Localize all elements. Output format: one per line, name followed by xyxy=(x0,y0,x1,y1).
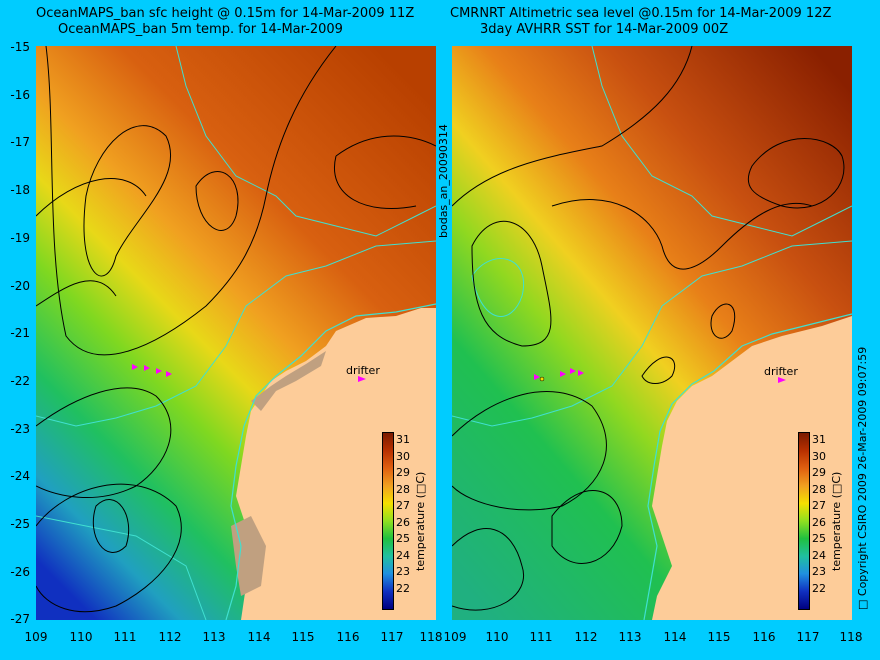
left-title-line2: OceanMAPS_ban 5m temp. for 14-Mar-2009 xyxy=(58,22,343,37)
colorbar-tick-label: 23 xyxy=(812,565,826,578)
lat-tick-label: -20 xyxy=(10,279,30,293)
colorbar-tick-label: 25 xyxy=(812,532,826,545)
lon-tick-label: 115 xyxy=(707,630,731,644)
colorbar-tick-label: 25 xyxy=(396,532,410,545)
right-colorbar xyxy=(798,432,810,610)
lon-tick-label: 112 xyxy=(158,630,182,644)
colorbar-tick-label: 29 xyxy=(812,466,826,479)
drifter-track xyxy=(132,364,366,382)
colorbar-label: temperature (□C) xyxy=(830,471,843,571)
right-map-canvas: drifter xyxy=(452,46,852,620)
colorbar-tick-label: 26 xyxy=(396,515,410,529)
right-title-line2: 3day AVHRR SST for 14-Mar-2009 00Z xyxy=(480,22,729,37)
lon-tick-label: 113 xyxy=(202,630,226,644)
lon-tick-label: 112 xyxy=(574,630,598,644)
colorbar-tick-label: 22 xyxy=(396,581,410,595)
right-title-line1: CMRNRT Altimetric sea level @0.15m for 1… xyxy=(450,6,832,21)
lon-tick-label: 116 xyxy=(336,630,360,644)
lat-tick-label: -23 xyxy=(10,422,30,436)
lon-tick-label: 116 xyxy=(752,630,776,644)
colorbar-tick-label: 29 xyxy=(396,466,410,479)
colorbar-tick-label: 27 xyxy=(396,499,410,512)
colorbar-tick-label: 27 xyxy=(812,499,826,512)
colorbar-tick-label: 23 xyxy=(396,565,410,578)
lat-tick-label: -21 xyxy=(10,326,30,340)
lon-tick-label: 111 xyxy=(529,630,553,644)
left-map-canvas: drifter xyxy=(36,46,436,620)
lat-tick-label: -22 xyxy=(10,374,30,388)
left-colorbar xyxy=(382,432,394,610)
right-map-panel: drifter 31 30 29 28 27 26 25 24 23 22 te… xyxy=(452,46,852,620)
colorbar-tick-label: 30 xyxy=(812,449,826,463)
lon-tick-label: 114 xyxy=(663,630,687,644)
left-title-line1: OceanMAPS_ban sfc height @ 0.15m for 14-… xyxy=(36,6,415,21)
colorbar-tick-label: 28 xyxy=(396,482,410,496)
middle-label: bodas_an_20090314 xyxy=(437,124,450,238)
drifter-track xyxy=(534,368,786,383)
lon-tick-label: 117 xyxy=(796,630,820,644)
colorbar-tick-label: 30 xyxy=(396,449,410,463)
lon-tick-label: 114 xyxy=(247,630,271,644)
lat-tick-label: -25 xyxy=(10,517,30,531)
lon-tick-label: 118 xyxy=(419,630,443,644)
lat-tick-label: -15 xyxy=(10,40,30,54)
drifter-label: drifter xyxy=(346,364,380,377)
lon-tick-label: 115 xyxy=(291,630,315,644)
lon-tick-label: 109 xyxy=(443,630,467,644)
colorbar-tick-label: 31 xyxy=(812,433,826,446)
colorbar-label: temperature (□C) xyxy=(414,471,427,571)
lon-tick-label: 111 xyxy=(113,630,137,644)
drifter-label: drifter xyxy=(764,365,798,378)
colorbar-tick-label: 22 xyxy=(812,581,826,595)
lat-tick-label: -16 xyxy=(10,88,30,102)
left-map-panel: drifter 31 30 29 28 27 26 25 24 23 22 te… xyxy=(36,46,436,620)
colorbar-tick-label: 31 xyxy=(396,433,410,446)
lon-tick-label: 110 xyxy=(69,630,93,644)
lat-tick-label: -24 xyxy=(10,469,30,483)
lon-tick-label: 110 xyxy=(485,630,509,644)
copyright-label: □ Copyright CSIRO 2009 26-Mar-2009 09:07… xyxy=(856,346,869,610)
lon-tick-label: 113 xyxy=(618,630,642,644)
lon-tick-label: 109 xyxy=(24,630,48,644)
lat-tick-label: -17 xyxy=(10,135,30,149)
lon-tick-label: 118 xyxy=(839,630,863,644)
lat-tick-label: -26 xyxy=(10,565,30,579)
colorbar-tick-label: 24 xyxy=(396,548,410,562)
lat-tick-label: -18 xyxy=(10,183,30,197)
colorbar-tick-label: 26 xyxy=(812,515,826,529)
lat-tick-label: -27 xyxy=(10,612,30,626)
lon-tick-label: 117 xyxy=(380,630,404,644)
colorbar-tick-label: 24 xyxy=(812,548,826,562)
lat-tick-label: -19 xyxy=(10,231,30,245)
colorbar-tick-label: 28 xyxy=(812,482,826,496)
contour-line xyxy=(452,46,693,207)
